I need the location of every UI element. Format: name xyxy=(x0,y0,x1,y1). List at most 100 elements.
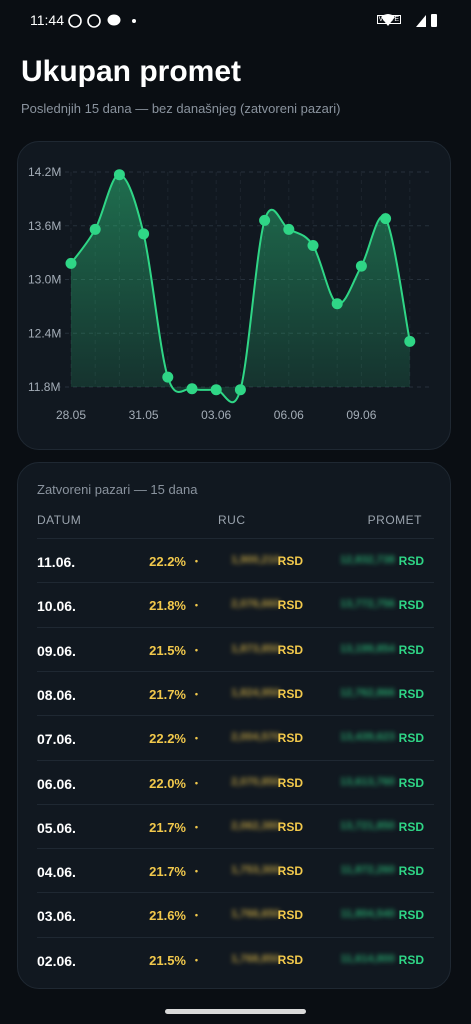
separator: • xyxy=(194,556,198,566)
separator: • xyxy=(194,733,198,744)
promet-amount: 13,772,756 xyxy=(339,598,395,611)
table-row: 06.06. 22.0% • 2,070,850 RSD 13,613,760 RSD xyxy=(37,759,434,805)
ruc-percent: 21.6% xyxy=(149,908,186,924)
column-header: DATUM xyxy=(37,513,82,527)
separator: • xyxy=(194,910,198,921)
point xyxy=(65,257,77,269)
network-label: VoLTE xyxy=(376,15,401,24)
promet-currency: RSD xyxy=(398,554,424,568)
table-row: 02.06. 21.5% • 1,768,850 RSD 11,614,800 RSD xyxy=(37,936,434,982)
promet-currency: RSD xyxy=(398,864,424,879)
status-bar: 11:44 VoLTE xyxy=(30,12,441,32)
ruc-currency: RSD xyxy=(277,642,303,657)
ruc-amount: 1,753,300 xyxy=(231,864,280,877)
separator: • xyxy=(194,644,198,655)
date-cell: 03.06. xyxy=(37,908,76,925)
date-cell: 06.06. xyxy=(37,775,76,792)
ruc-currency: RSD xyxy=(277,775,303,790)
date-cell: 09.06. xyxy=(37,642,76,659)
separator: • xyxy=(194,821,198,832)
x-tick-label: 31.05 xyxy=(129,408,159,422)
promet-amount: 12,762,866 xyxy=(339,686,395,699)
table-row: 11.06. 22.2% • 1,900,210 RSD 12,832,738 RSD xyxy=(37,538,434,583)
promet-currency: RSD xyxy=(398,952,424,967)
promet-currency: RSD xyxy=(398,908,424,923)
ruc-percent: 22.2% xyxy=(149,731,186,747)
date-cell: 11.06. xyxy=(37,554,76,570)
table-caption: Zatvoreni pazari — 15 dana xyxy=(37,482,198,497)
column-header: RUC xyxy=(218,513,246,527)
table-row: 07.06. 22.2% • 2,004,570 RSD 13,439,623 RSD xyxy=(37,715,434,760)
ruc-amount: 1,768,850 xyxy=(231,952,280,965)
y-tick-label: 12.4M xyxy=(28,326,61,340)
point xyxy=(210,384,222,396)
promet-amount: 13,721,850 xyxy=(339,819,395,832)
point xyxy=(283,223,295,235)
ruc-currency: RSD xyxy=(277,554,303,568)
promet-currency: RSD xyxy=(398,775,424,790)
promet-amount: 13,613,760 xyxy=(339,775,395,788)
point xyxy=(138,228,150,240)
table-row: 08.06. 21.7% • 1,824,950 RSD 12,762,866 RSD xyxy=(37,670,434,716)
system-icons xyxy=(381,14,437,27)
ruc-percent: 21.5% xyxy=(149,952,186,968)
promet-amount: 11,804,540 xyxy=(340,908,395,921)
x-tick-label: 03.06 xyxy=(201,408,231,422)
ruc-percent: 21.8% xyxy=(149,598,186,614)
y-tick-label: 11.8M xyxy=(28,380,60,394)
ruc-percent: 21.7% xyxy=(149,686,186,702)
date-cell: 02.06. xyxy=(37,952,76,969)
ruc-amount: 1,873,850 xyxy=(231,642,280,655)
point xyxy=(89,223,101,235)
table-row: 05.06. 21.7% • 2,062,380 RSD 13,721,850 RSD xyxy=(37,803,434,849)
table-row: 04.06. 21.7% • 1,753,300 RSD 11,872,260 RSD xyxy=(37,848,434,893)
ruc-currency: RSD xyxy=(277,952,303,967)
y-tick-label: 14.2M xyxy=(28,165,61,179)
x-tick-label: 09.06 xyxy=(346,408,376,422)
ruc-amount: 2,062,380 xyxy=(231,819,280,832)
ruc-amount: 1,824,950 xyxy=(231,686,280,699)
point xyxy=(186,383,198,395)
promet-currency: RSD xyxy=(398,598,424,613)
ruc-percent: 22.0% xyxy=(149,775,186,791)
promet-amount: 12,832,738 xyxy=(339,554,395,566)
x-tick-label: 28.05 xyxy=(56,408,86,422)
point xyxy=(162,371,174,383)
ruc-currency: RSD xyxy=(277,908,303,923)
ruc-currency: RSD xyxy=(277,819,303,834)
point xyxy=(331,298,343,310)
separator: • xyxy=(194,688,198,699)
date-cell: 10.06. xyxy=(37,598,76,615)
ruc-currency: RSD xyxy=(277,864,303,879)
column-header: PROMET xyxy=(367,513,422,527)
ruc-amount: 2,070,850 xyxy=(231,775,280,788)
promet-amount: 11,614,800 xyxy=(340,952,395,965)
point xyxy=(234,384,246,396)
separator: • xyxy=(194,866,198,877)
ruc-amount: 2,004,570 xyxy=(231,731,280,744)
notification-icons xyxy=(68,14,136,28)
separator: • xyxy=(194,954,198,965)
ruc-amount: 1,766,650 xyxy=(231,908,280,921)
point xyxy=(113,169,125,181)
date-cell: 08.06. xyxy=(37,686,76,703)
ruc-amount: 2,076,660 xyxy=(231,598,280,611)
ruc-currency: RSD xyxy=(277,731,303,746)
page-subtitle: Poslednjih 15 dana — bez današnjeg (zatv… xyxy=(21,101,341,116)
point xyxy=(380,213,392,225)
separator: • xyxy=(194,777,198,788)
y-tick-label: 13.0M xyxy=(28,273,61,287)
promet-amount: 13,199,854 xyxy=(339,642,395,655)
promet-amount: 13,439,623 xyxy=(339,731,395,744)
ruc-amount: 1,900,210 xyxy=(231,554,280,566)
date-cell: 05.06. xyxy=(37,819,76,836)
ruc-percent: 21.7% xyxy=(149,819,186,835)
point xyxy=(355,260,367,272)
ruc-percent: 21.7% xyxy=(149,864,186,880)
page-title: Ukupan promet xyxy=(21,55,242,88)
y-tick-label: 13.6M xyxy=(28,219,61,233)
date-cell: 07.06. xyxy=(37,731,76,748)
promet-currency: RSD xyxy=(398,686,424,701)
ruc-currency: RSD xyxy=(277,686,303,701)
ruc-currency: RSD xyxy=(277,598,303,613)
